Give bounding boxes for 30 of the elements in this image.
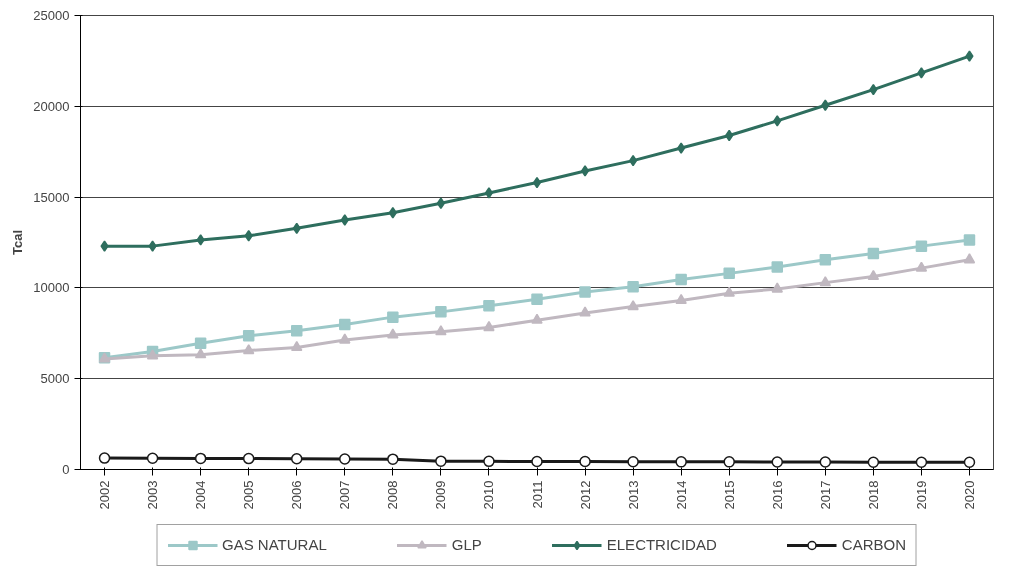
x-tick-label: 2017 xyxy=(817,480,833,510)
x-tick-label: 2012 xyxy=(577,480,593,510)
x-tick-label: 2014 xyxy=(673,480,689,510)
legend-label: ELECTRICIDAD xyxy=(606,536,717,553)
x-tick-label: 2015 xyxy=(721,480,737,510)
y-axis-title: Tcal xyxy=(10,229,26,256)
x-tick-label: 2009 xyxy=(433,480,449,510)
x-tick-label: 2019 xyxy=(913,480,929,510)
legend-label: CARBON xyxy=(841,536,906,553)
y-tick-label: 10000 xyxy=(33,280,70,296)
y-tick-label: 0 xyxy=(62,462,70,477)
x-tick-label: 2004 xyxy=(193,480,209,510)
x-tick-label: 2003 xyxy=(145,480,161,510)
x-tick-label: 2013 xyxy=(625,480,641,510)
x-tick-label: 2008 xyxy=(385,480,401,510)
x-tick-label: 2005 xyxy=(241,480,257,510)
x-tick-label: 2016 xyxy=(769,480,785,510)
x-tick-label: 2020 xyxy=(961,480,977,510)
legend-label: GAS NATURAL xyxy=(222,536,327,553)
x-tick-label: 2007 xyxy=(337,480,353,510)
legend-label: GLP xyxy=(451,536,482,553)
y-tick-label: 15000 xyxy=(33,189,70,205)
y-tick-label: 25000 xyxy=(33,8,70,23)
x-tick-label: 2018 xyxy=(865,480,881,510)
x-tick-label: 2006 xyxy=(289,480,305,510)
y-tick-label: 5000 xyxy=(40,371,70,387)
x-tick-label: 2010 xyxy=(481,480,497,510)
x-tick-label: 2011 xyxy=(529,480,545,509)
x-tick-label: 2002 xyxy=(97,480,113,510)
y-tick-label: 20000 xyxy=(33,98,70,114)
